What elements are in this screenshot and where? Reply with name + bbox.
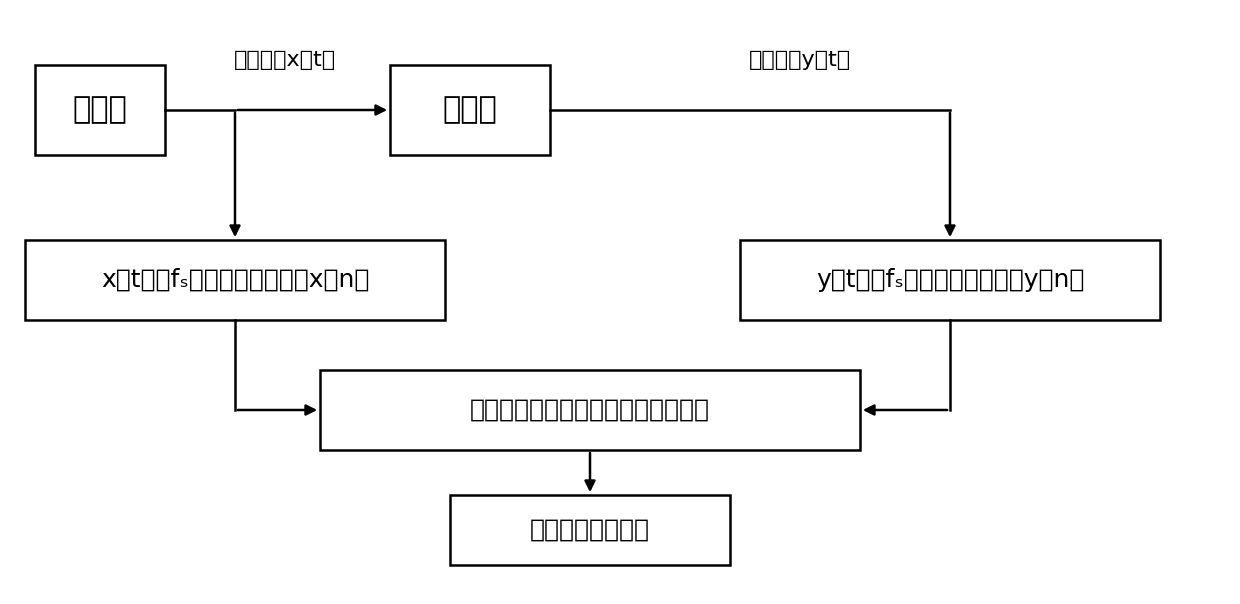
Bar: [25, 240, 445, 320]
Text: 运用本发明算法计算发射机谐波失真: 运用本发明算法计算发射机谐波失真: [470, 398, 711, 422]
Bar: [450, 495, 730, 565]
Bar: [391, 65, 551, 155]
Text: y（t）经fₛ采样后得离散序列y（n）: y（t）经fₛ采样后得离散序列y（n）: [816, 268, 1084, 292]
Text: x（t）经fₛ采样后得离散序列x（n）: x（t）经fₛ采样后得离散序列x（n）: [100, 268, 370, 292]
Text: 发射机: 发射机: [443, 95, 497, 124]
Text: 输出信号y（t）: 输出信号y（t）: [749, 50, 851, 70]
Bar: [740, 240, 1159, 320]
Text: 将结果显示和存储: 将结果显示和存储: [529, 518, 650, 542]
Bar: [320, 370, 861, 450]
Text: 音频流: 音频流: [73, 95, 128, 124]
Text: 输入信号x（t）: 输入信号x（t）: [234, 50, 336, 70]
Bar: [35, 65, 165, 155]
